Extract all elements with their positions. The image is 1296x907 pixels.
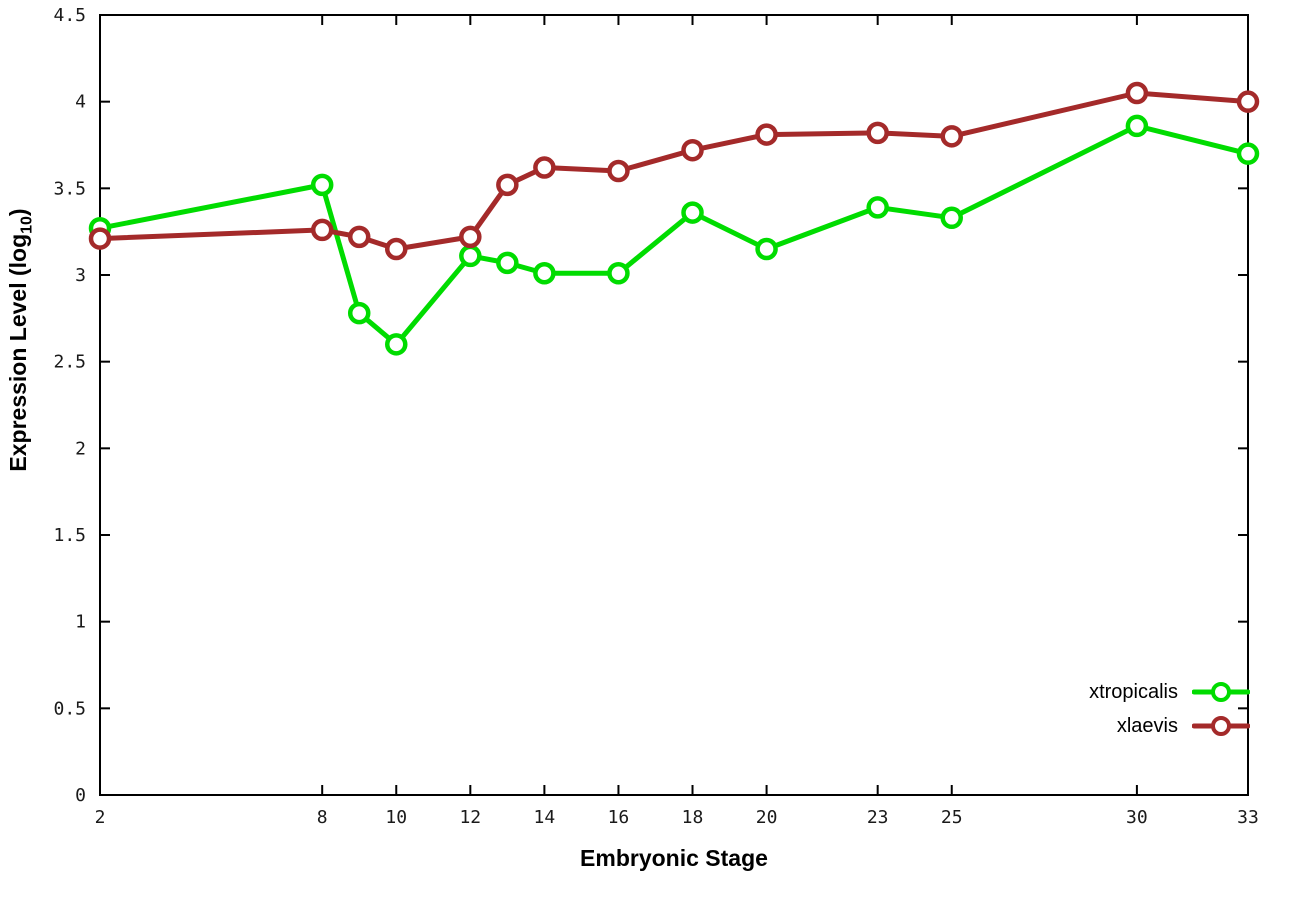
legend-item-xlaevis: xlaevis (1117, 714, 1250, 738)
data-point-xlaevis (347, 225, 371, 249)
legend-item-xtropicalis: xtropicalis (1089, 680, 1250, 704)
data-point-xlaevis (1125, 81, 1149, 105)
x-tick-label: 10 (385, 807, 407, 828)
x-tick-label: 16 (608, 807, 630, 828)
data-point-xlaevis (940, 125, 963, 148)
x-tick-label: 12 (459, 807, 481, 828)
data-point-xtropicalis (385, 333, 408, 356)
data-point-xtropicalis (533, 262, 556, 285)
legend: xtropicalis xlaevis (1089, 680, 1250, 738)
data-point-xlaevis (681, 138, 704, 162)
legend-line-marker-icon (1192, 682, 1250, 702)
y-axis-title-subscript: 10 (18, 216, 36, 234)
data-point-xlaevis (496, 173, 519, 197)
y-axis-title-text: Expression Level (log (5, 233, 31, 472)
data-point-xtropicalis (347, 301, 371, 325)
data-point-xlaevis (755, 123, 778, 146)
series-line-xtropicalis (97, 123, 1251, 347)
x-tick-label: 8 (317, 807, 328, 828)
y-tick-label: 3.5 (53, 178, 86, 199)
y-tick-label: 2 (75, 438, 86, 459)
x-tick-label: 2 (95, 807, 106, 828)
x-tick-label: 23 (867, 807, 889, 828)
y-tick-label: 0 (75, 785, 86, 806)
data-point-xlaevis (88, 227, 112, 250)
data-point-xlaevis (310, 218, 334, 242)
data-point-xtropicalis (607, 262, 630, 285)
data-point-xlaevis (459, 225, 482, 249)
data-point-xtropicalis (681, 201, 704, 224)
x-tick-label: 20 (756, 807, 778, 828)
data-point-xlaevis (866, 121, 889, 145)
x-tick-label: 33 (1237, 807, 1259, 828)
y-tick-label: 2.5 (53, 352, 86, 373)
data-point-xlaevis (607, 159, 630, 183)
legend-label-xtropicalis: xtropicalis (1089, 680, 1178, 703)
data-point-xtropicalis (459, 244, 482, 268)
data-point-xtropicalis (940, 206, 963, 230)
y-axis-title-close: ) (5, 208, 31, 217)
y-tick-label: 4.5 (53, 5, 86, 26)
data-point-xtropicalis (866, 196, 889, 219)
data-point-xlaevis (1236, 90, 1260, 113)
legend-line-marker-icon (1192, 716, 1250, 736)
y-tick-label: 0.5 (53, 698, 86, 719)
y-tick-label: 4 (75, 92, 86, 113)
data-point-xtropicalis (1125, 114, 1149, 138)
data-point-xtropicalis (755, 237, 778, 261)
y-tick-label: 1 (75, 612, 86, 633)
x-tick-label: 30 (1126, 807, 1148, 828)
data-point-xtropicalis (310, 173, 334, 197)
y-axis-title: Expression Level (log10) (5, 160, 36, 520)
data-point-xlaevis (533, 156, 556, 179)
x-tick-label: 14 (534, 807, 556, 828)
y-tick-label: 3 (75, 265, 86, 286)
x-tick-label: 18 (682, 807, 704, 828)
y-tick-label: 1.5 (53, 525, 86, 546)
x-axis-title: Embryonic Stage (580, 845, 768, 871)
x-tick-label: 25 (941, 807, 963, 828)
legend-label-xlaevis: xlaevis (1116, 714, 1178, 737)
data-point-xtropicalis (496, 251, 519, 275)
data-point-xtropicalis (1236, 142, 1260, 165)
data-point-xlaevis (385, 237, 408, 261)
